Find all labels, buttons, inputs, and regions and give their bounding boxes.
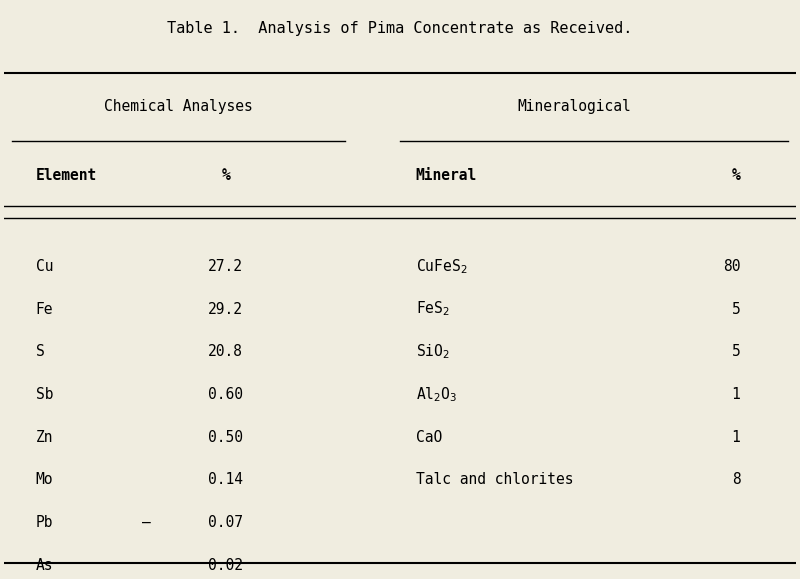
- Text: Mineralogical: Mineralogical: [518, 99, 631, 114]
- Text: Mineral: Mineral: [416, 168, 477, 182]
- Text: Fe: Fe: [36, 302, 54, 317]
- Text: —: —: [142, 515, 151, 530]
- Text: Chemical Analyses: Chemical Analyses: [104, 99, 253, 114]
- Text: 29.2: 29.2: [208, 302, 243, 317]
- Text: CuFeS$_2$: CuFeS$_2$: [416, 257, 467, 276]
- Text: Pb: Pb: [36, 515, 54, 530]
- Text: 0.07: 0.07: [208, 515, 243, 530]
- Text: Zn: Zn: [36, 430, 54, 445]
- Text: 20.8: 20.8: [208, 345, 243, 360]
- Text: 1: 1: [732, 387, 741, 402]
- Text: Al$_2$O$_3$: Al$_2$O$_3$: [416, 385, 457, 404]
- Text: %: %: [732, 168, 741, 182]
- Text: 0.50: 0.50: [208, 430, 243, 445]
- Text: 0.14: 0.14: [208, 472, 243, 488]
- Text: Table 1.  Analysis of Pima Concentrate as Received.: Table 1. Analysis of Pima Concentrate as…: [167, 21, 633, 36]
- Text: 0.60: 0.60: [208, 387, 243, 402]
- Text: Mo: Mo: [36, 472, 54, 488]
- Text: CaO: CaO: [416, 430, 442, 445]
- Text: 5: 5: [732, 345, 741, 360]
- Text: 0.02: 0.02: [208, 558, 243, 573]
- Text: SiO$_2$: SiO$_2$: [416, 342, 450, 361]
- Text: Element: Element: [36, 168, 97, 182]
- Text: As: As: [36, 558, 54, 573]
- Text: 1: 1: [732, 430, 741, 445]
- Text: Sb: Sb: [36, 387, 54, 402]
- Text: 80: 80: [723, 259, 741, 274]
- Text: Cu: Cu: [36, 259, 54, 274]
- Text: %: %: [222, 168, 230, 182]
- Text: Talc and chlorites: Talc and chlorites: [416, 472, 574, 488]
- Text: 8: 8: [732, 472, 741, 488]
- Text: S: S: [36, 345, 45, 360]
- Text: 5: 5: [732, 302, 741, 317]
- Text: 27.2: 27.2: [208, 259, 243, 274]
- Text: FeS$_2$: FeS$_2$: [416, 300, 450, 318]
